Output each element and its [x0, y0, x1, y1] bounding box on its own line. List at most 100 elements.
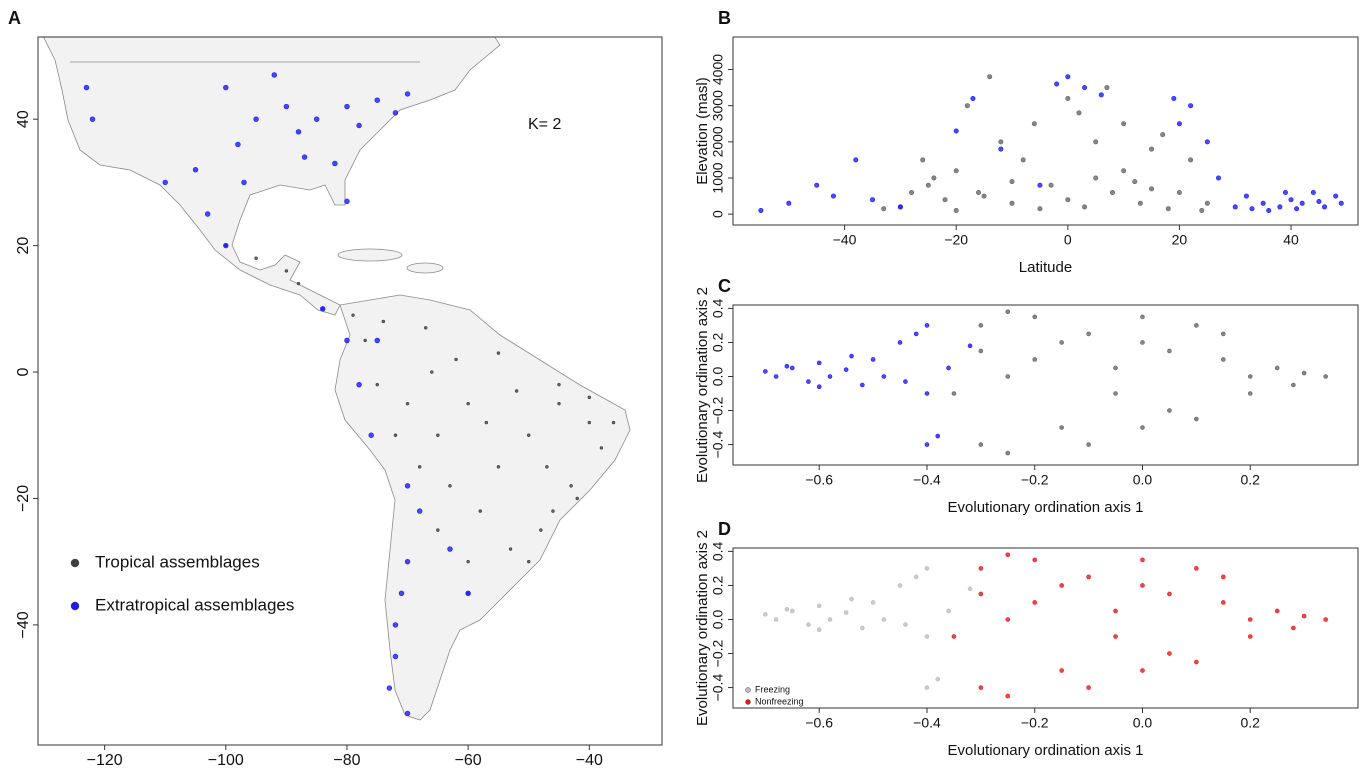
- point: [830, 193, 836, 199]
- point: [978, 323, 984, 328]
- y-tick-label: −40: [15, 611, 32, 638]
- point: [1140, 583, 1145, 588]
- legend-label: Nonfreezing: [755, 696, 804, 706]
- point: [1322, 204, 1328, 210]
- point: [1032, 314, 1038, 320]
- point: [1086, 685, 1091, 690]
- point: [1247, 617, 1253, 622]
- x-tick-label: −100: [208, 752, 244, 769]
- point: [964, 103, 970, 109]
- point: [784, 606, 790, 612]
- y-tick-label: −0.4: [710, 431, 726, 459]
- point: [284, 269, 289, 273]
- point: [1160, 132, 1166, 138]
- point: [1086, 331, 1091, 337]
- x-tick-label: −0.2: [1021, 472, 1049, 488]
- point: [909, 189, 915, 195]
- point: [484, 420, 489, 425]
- point: [1005, 617, 1011, 622]
- point: [1247, 634, 1253, 639]
- x-tick-label: −40: [576, 752, 603, 769]
- point: [1288, 197, 1294, 203]
- point: [392, 110, 399, 116]
- x-tick-label: −20: [944, 232, 968, 248]
- point: [925, 182, 931, 188]
- point: [344, 198, 350, 205]
- point: [951, 634, 957, 639]
- point: [843, 610, 849, 615]
- point: [465, 590, 471, 596]
- point: [1323, 374, 1328, 379]
- point: [860, 382, 865, 388]
- point: [344, 337, 350, 344]
- annotation: K= 2: [528, 116, 561, 133]
- point: [392, 622, 399, 628]
- point: [935, 676, 941, 682]
- point: [1132, 179, 1138, 185]
- x-tick-label: 0.0: [1133, 472, 1153, 488]
- point: [1188, 103, 1194, 109]
- point: [881, 374, 887, 379]
- y-tick-label: 0.4: [710, 298, 726, 318]
- legend-label: Tropical assemblages: [95, 552, 260, 571]
- point: [1082, 204, 1088, 210]
- point: [784, 363, 790, 369]
- point: [967, 343, 973, 349]
- point: [814, 182, 820, 188]
- point: [1323, 617, 1328, 622]
- point: [843, 367, 849, 372]
- y-tick-label: 0.4: [710, 541, 726, 561]
- point: [1282, 189, 1288, 195]
- point: [1176, 189, 1182, 195]
- point: [860, 625, 865, 631]
- x-tick-label: −60: [455, 752, 482, 769]
- point: [1032, 600, 1038, 605]
- point: [913, 574, 919, 580]
- point: [849, 596, 854, 602]
- point: [1243, 193, 1249, 199]
- x-tick-label: −0.6: [805, 715, 833, 731]
- point: [404, 710, 411, 717]
- point: [786, 200, 792, 206]
- point: [569, 484, 573, 488]
- point: [295, 129, 302, 135]
- point: [924, 391, 930, 396]
- point: [404, 558, 411, 565]
- point: [773, 617, 779, 622]
- point: [881, 206, 887, 212]
- point: [976, 189, 982, 195]
- y-tick-label: −20: [15, 485, 32, 512]
- point: [1188, 157, 1194, 163]
- point: [763, 369, 768, 374]
- y-tick-label: 0: [710, 210, 726, 218]
- x-tick-label: −0.6: [805, 472, 833, 488]
- point: [789, 365, 795, 371]
- y-tick-label: 0.2: [710, 576, 726, 596]
- point: [405, 401, 410, 406]
- point: [1221, 357, 1226, 362]
- point: [763, 612, 768, 617]
- point: [1274, 608, 1280, 614]
- point: [1032, 557, 1038, 563]
- point: [301, 154, 308, 160]
- point: [1149, 146, 1155, 152]
- point: [1020, 157, 1026, 163]
- point: [1149, 186, 1155, 192]
- point: [527, 433, 531, 437]
- legend-marker: [70, 601, 80, 611]
- point: [1277, 204, 1283, 210]
- point: [241, 179, 247, 186]
- point: [313, 116, 320, 122]
- y-tick-label: 4000: [710, 54, 726, 85]
- point: [951, 391, 957, 396]
- point: [551, 509, 555, 513]
- point: [527, 559, 531, 564]
- point: [363, 338, 367, 343]
- x-tick-label: 20: [1172, 232, 1188, 248]
- point: [1065, 74, 1071, 80]
- point: [424, 326, 428, 330]
- point: [1086, 442, 1091, 447]
- point: [978, 591, 984, 597]
- point: [849, 353, 854, 359]
